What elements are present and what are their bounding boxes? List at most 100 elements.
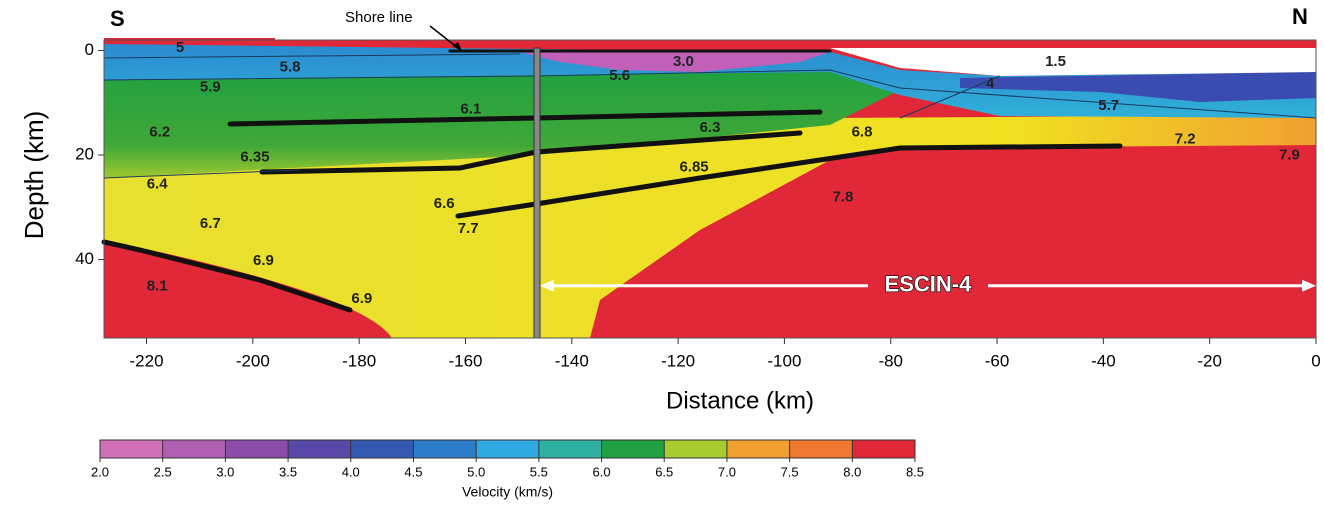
x-axis-label: Distance (km) — [666, 387, 814, 414]
annotations: 5 5.8 5.9 6.2 6.35 6.4 6.7 6.9 6.9 8.1 6.67.7 6.1 6.… — [147, 39, 1316, 307]
middle-crust — [104, 70, 900, 178]
colorbar-tick-label: 8.5 — [906, 464, 924, 479]
y-axis-label: Depth (km) — [19, 111, 49, 240]
reflector — [101, 239, 353, 313]
contour-label: 6.4 — [147, 175, 169, 192]
x-tick-label: -80 — [878, 351, 903, 370]
profile-arrow-left — [539, 279, 554, 292]
colorbar-segment — [350, 440, 414, 458]
contour-label: 7.7 — [458, 220, 479, 237]
colorbar-segment — [852, 440, 915, 458]
contour-label: 1.5 — [1045, 53, 1066, 70]
reflector — [259, 130, 803, 175]
colorbar-segment — [100, 440, 163, 458]
colorbar-tick-label: 6.0 — [592, 464, 610, 479]
colorbar-segment — [538, 440, 602, 458]
reflector — [455, 143, 1123, 219]
contour-label: 3.0 — [673, 53, 694, 70]
colorbar-segment — [162, 440, 226, 458]
water — [830, 48, 1316, 76]
shore-arrowhead — [452, 42, 462, 51]
colorbar-segment — [726, 440, 790, 458]
contour-label: 6.1 — [460, 101, 481, 118]
contour-label: 5.7 — [1098, 97, 1119, 114]
colorbar-segment — [288, 440, 351, 458]
velocity-model — [101, 38, 1317, 339]
colorbar-label: Velocity (km/s) — [462, 484, 553, 500]
colorbar-tick-label: 7.0 — [718, 464, 736, 479]
colorbar-tick-label: 7.5 — [781, 464, 799, 479]
colorbar-tick-label: 4.0 — [342, 464, 360, 479]
contour-label: 6.85 — [679, 159, 708, 176]
contour-label: 7.8 — [832, 188, 853, 205]
north-label: N — [1292, 4, 1308, 29]
colorbar-tick-label: 3.5 — [279, 464, 297, 479]
colorbar-segment — [225, 440, 289, 458]
contour — [899, 75, 1001, 119]
colorbar-segment — [601, 440, 665, 458]
shore-marker — [533, 47, 541, 339]
colorbar-tick-label: 5.5 — [530, 464, 548, 479]
x-tick-label: -200 — [236, 351, 270, 370]
shore-label: Shore line — [345, 9, 413, 26]
colorbar-tick-label: 4.5 — [404, 464, 422, 479]
contour — [103, 69, 1317, 119]
contour-label: 6.3 — [700, 119, 721, 136]
lower-left-body — [104, 240, 392, 338]
colorbar-tick-label: 8.0 — [843, 464, 861, 479]
x-tick-label: -180 — [342, 351, 376, 370]
contour-label: 7.2 — [1175, 130, 1196, 147]
colorbar-segment — [789, 440, 853, 458]
contour-label: 6.8 — [852, 124, 873, 141]
contour-label: 5.6 — [609, 67, 630, 84]
contour-label: 5.9 — [200, 79, 221, 96]
x-tick-label: -20 — [1197, 351, 1222, 370]
colorbar-segment — [664, 440, 727, 458]
shore-arrow — [429, 25, 459, 49]
x-tick-label: -140 — [555, 351, 589, 370]
colorbar-segment — [413, 440, 477, 458]
x-tick-label: -100 — [767, 351, 801, 370]
contours — [103, 53, 1317, 179]
colorbar-tick-label: 2.0 — [91, 464, 109, 479]
contour — [103, 53, 521, 59]
profile-label: ESCIN-4 — [885, 272, 973, 297]
x-tick-label: -220 — [130, 351, 164, 370]
x-tick-label: -160 — [448, 351, 482, 370]
profile-label-bg — [867, 271, 988, 300]
colorbar: 2.0 2.5 3.0 3.5 4.0 4.5 5.0 5.5 6.0 6.5 7.0 7.5 8.0 8… — [91, 439, 924, 500]
contour-label: 5.8 — [280, 59, 301, 76]
contour-label: 6.35 — [240, 149, 269, 166]
south-label: S — [110, 6, 125, 31]
contour-label: 6.7 — [200, 215, 221, 232]
colorbar-tick-label: 2.5 — [154, 464, 172, 479]
contour-label: 7.9 — [1279, 147, 1300, 164]
x-tick-label: -40 — [1091, 351, 1116, 370]
contour-label: 8.1 — [147, 278, 168, 295]
y-tick-label: 40 — [75, 249, 94, 268]
contour-label: 6.9 — [253, 252, 274, 269]
profile-arrow-right — [1302, 279, 1316, 292]
axes: -220 -200 -180 -160 -140 -120 -100 -80 -60 -40 -20… — [75, 40, 1321, 371]
colorbar-segment — [476, 440, 539, 458]
contour-label: 6.6 — [434, 195, 455, 212]
y-tick-label: 20 — [75, 145, 94, 164]
colorbar-tick-label: 3.0 — [216, 464, 234, 479]
contour-label: 6.2 — [149, 124, 170, 141]
plot-frame — [103, 39, 1317, 339]
x-tick-label: -120 — [661, 351, 695, 370]
contour-label: 5 — [176, 39, 184, 56]
basin — [520, 52, 830, 72]
colorbar-tick-label: 6.5 — [655, 464, 673, 479]
mantle — [590, 145, 1316, 338]
x-tick-label: 0 — [1311, 351, 1320, 370]
y-tick-label: 0 — [85, 40, 94, 59]
contour-label: 4 — [986, 75, 995, 92]
colorbar-tick-label: 5.0 — [467, 464, 485, 479]
upper-crust — [104, 44, 1316, 118]
sediment-layer — [960, 72, 1316, 102]
x-tick-label: -60 — [985, 351, 1010, 370]
contour — [103, 169, 301, 179]
